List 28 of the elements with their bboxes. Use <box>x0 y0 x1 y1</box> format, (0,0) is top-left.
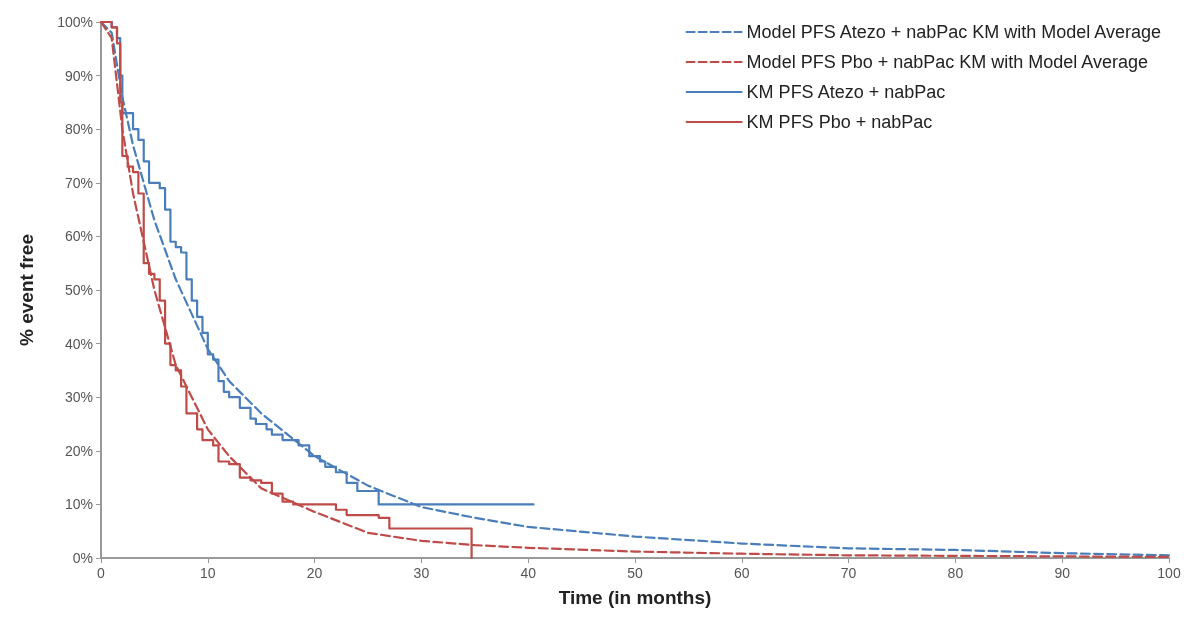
x-tick-label: 10 <box>200 565 216 581</box>
x-tick-label: 40 <box>520 565 537 581</box>
x-tick-label: 0 <box>97 565 106 581</box>
x-tick-label: 80 <box>947 565 964 581</box>
y-axis-title: % event free <box>16 234 37 346</box>
y-tick-label: 30% <box>64 389 93 406</box>
y-tick-label: 10% <box>64 496 93 513</box>
y-tick-label: 50% <box>64 282 93 298</box>
x-tick-label: 20 <box>306 565 323 581</box>
y-tick-label: 40% <box>64 335 93 352</box>
legend-label: KM PFS Atezo + nabPac <box>746 82 946 102</box>
y-tick-label: 100% <box>57 14 93 30</box>
y-tick-label: 70% <box>64 174 93 191</box>
x-tick-label: 60 <box>734 565 750 581</box>
x-tick-label: 30 <box>413 565 430 581</box>
x-tick-label: 90 <box>1054 565 1071 581</box>
x-tick-label: 70 <box>840 565 857 581</box>
y-tick-label: 60% <box>64 228 93 245</box>
legend-label: Model PFS Atezo + nabPac KM with Model Average <box>746 22 1162 42</box>
y-tick-label: 90% <box>64 67 93 84</box>
legend-label: Model PFS Pbo + nabPac KM with Model Average <box>746 52 1149 72</box>
y-tick-label: 80% <box>64 121 93 138</box>
x-tick-label: 50 <box>627 565 643 581</box>
x-axis-title: Time (in months) <box>558 587 712 608</box>
legend-label: KM PFS Pbo + nabPac <box>746 112 933 132</box>
y-tick-label: 20% <box>64 442 93 459</box>
y-tick-label: 0% <box>72 550 93 566</box>
x-tick-label: 100 <box>1157 565 1181 581</box>
